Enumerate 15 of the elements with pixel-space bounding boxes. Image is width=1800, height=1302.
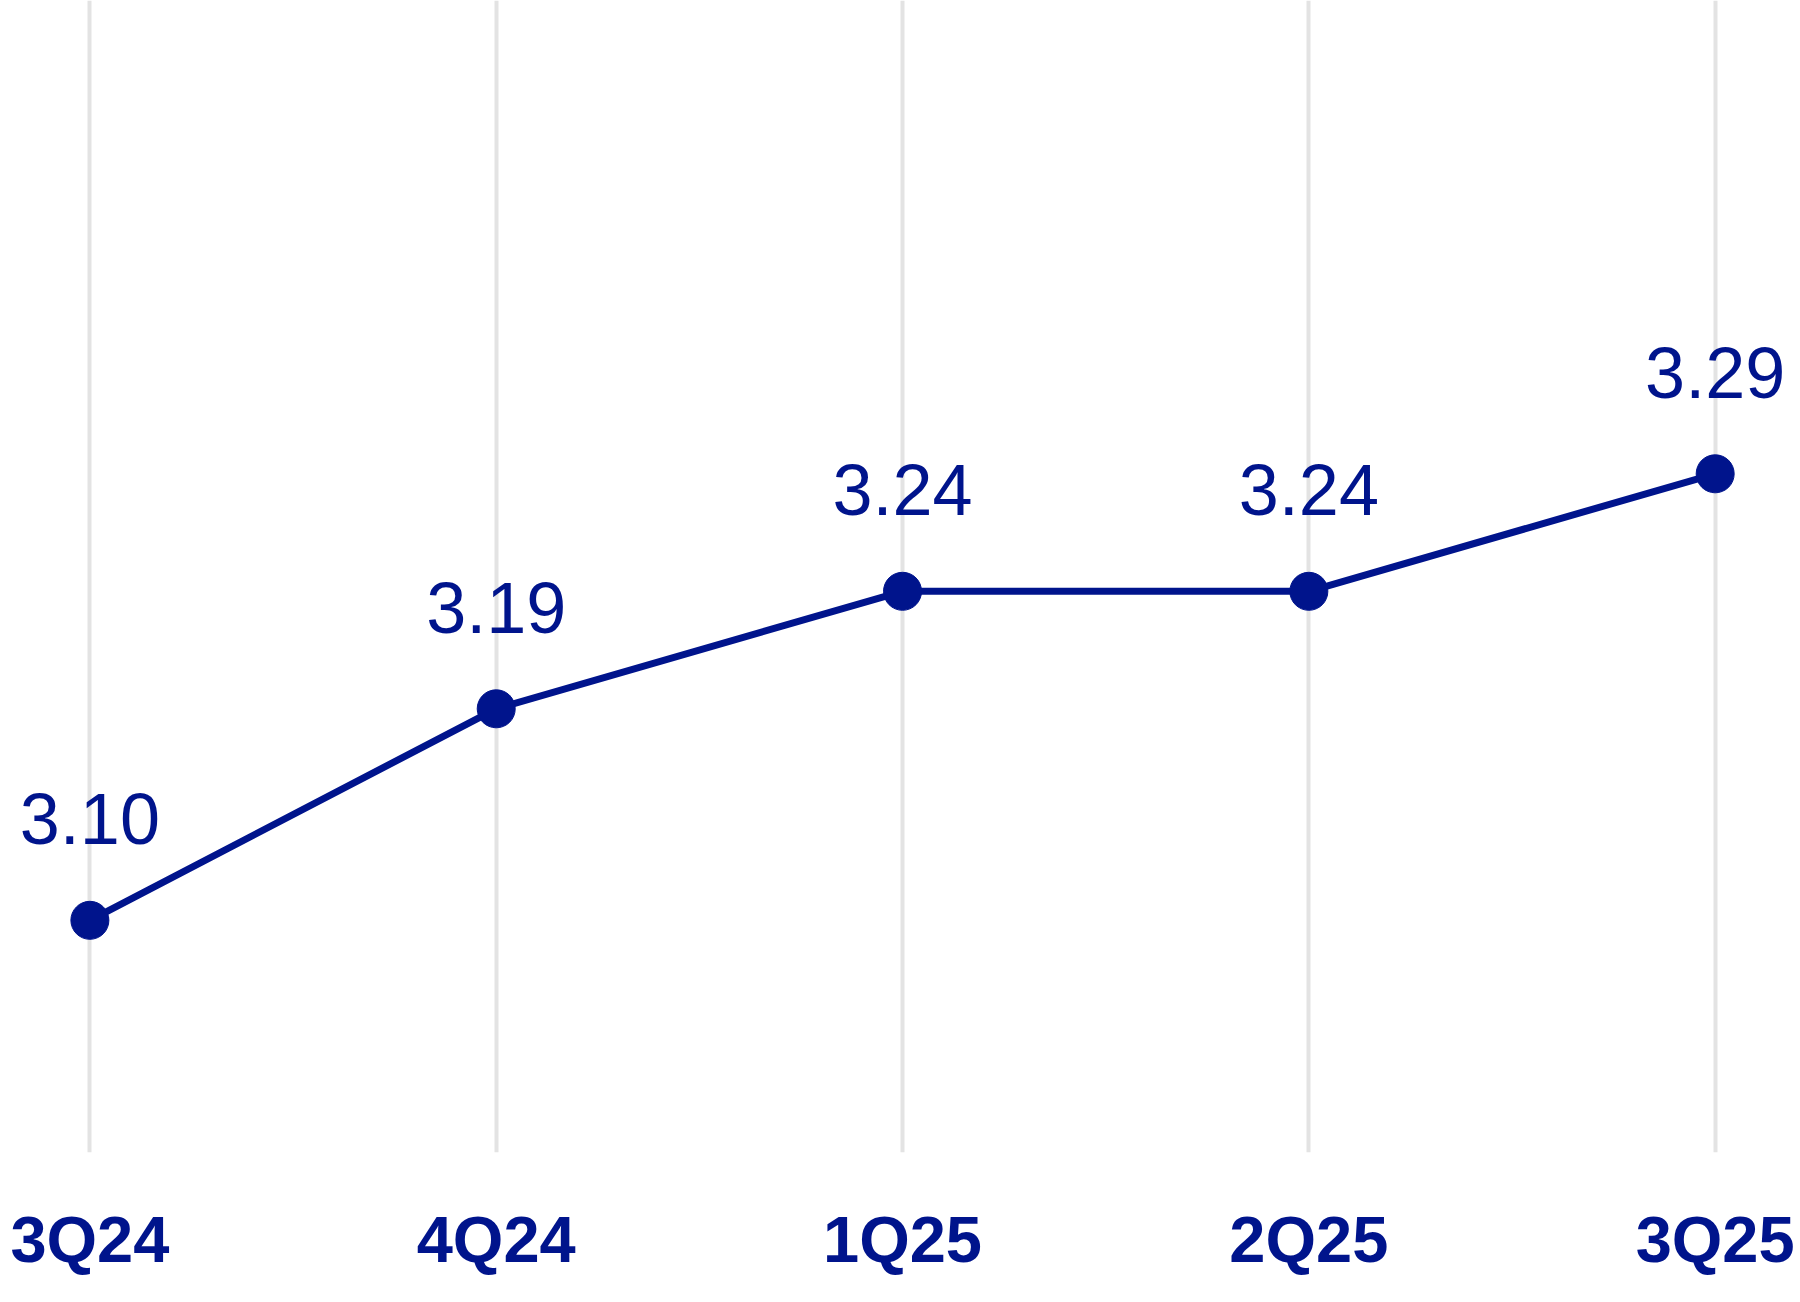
- x-tick-label: 4Q24: [416, 1202, 576, 1276]
- data-label: 3.19: [426, 567, 567, 648]
- x-tick-label: 2Q25: [1229, 1202, 1389, 1276]
- x-tick-label: 3Q25: [1635, 1202, 1795, 1276]
- point: [70, 900, 110, 940]
- x-tick-label: 3Q24: [10, 1202, 170, 1276]
- point: [883, 571, 923, 611]
- point: [476, 689, 516, 729]
- x-tick-label: 1Q25: [823, 1202, 983, 1276]
- data-label: 3.29: [1645, 332, 1786, 413]
- point: [1695, 454, 1735, 494]
- data-label: 3.24: [832, 450, 973, 531]
- point: [1289, 571, 1329, 611]
- data-label: 3.10: [19, 779, 160, 860]
- data-label: 3.24: [1238, 450, 1379, 531]
